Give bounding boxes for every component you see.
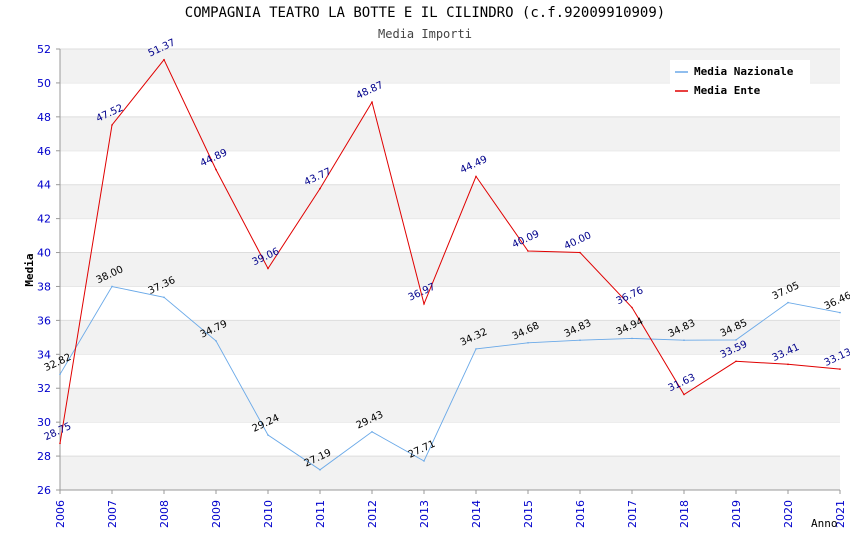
series-group <box>59 58 841 471</box>
chart-title: COMPAGNIA TEATRO LA BOTTE E IL CILINDRO … <box>184 5 666 21</box>
x-tick-label: 2013 <box>418 500 431 528</box>
x-tick-label: 2008 <box>158 500 171 528</box>
x-axis-ticks: 2006 2007 2008 2009 2010 2011 2012 2013 2014 2015… <box>54 490 847 528</box>
y-tick-label: 46 <box>37 145 51 158</box>
legend-label-nazionale: Media Nazionale <box>694 65 794 78</box>
data-point <box>839 368 841 370</box>
data-label: 36.76 <box>615 285 646 307</box>
y-tick-label: 32 <box>37 382 51 395</box>
data-point <box>683 393 685 396</box>
data-point <box>579 251 581 254</box>
x-tick-label: 2017 <box>626 500 639 528</box>
chart-subtitle: Media Importi <box>378 27 472 41</box>
data-point <box>423 303 425 305</box>
x-tick-label: 2006 <box>54 500 67 528</box>
data-point <box>423 460 425 462</box>
grid-band <box>60 184 840 219</box>
series-line-nazionale <box>59 285 841 471</box>
legend-box <box>670 60 810 100</box>
grid-band <box>60 116 840 151</box>
data-label: 36.46 <box>823 290 850 312</box>
data-point <box>735 360 737 363</box>
data-point <box>215 168 217 171</box>
x-tick-label: 2009 <box>210 500 223 528</box>
data-point <box>111 285 113 288</box>
x-tick-label: 2011 <box>314 500 327 528</box>
data-point <box>319 469 321 471</box>
y-tick-label: 34 <box>37 348 51 361</box>
grid-band <box>60 456 840 490</box>
data-point <box>735 339 737 341</box>
grid-bands <box>60 48 840 490</box>
data-point <box>163 296 165 299</box>
data-point <box>59 373 61 376</box>
data-point <box>163 58 165 61</box>
data-point <box>215 340 217 342</box>
y-tick-label: 52 <box>37 43 51 56</box>
y-tick-label: 50 <box>37 77 51 90</box>
x-tick-label: 2016 <box>574 500 587 528</box>
data-point <box>371 101 373 103</box>
x-tick-label: 2010 <box>262 500 275 528</box>
y-tick-label: 28 <box>37 450 51 463</box>
x-tick-label: 2015 <box>522 500 535 528</box>
data-point <box>371 431 373 433</box>
data-point <box>631 337 633 340</box>
legend-label-ente: Media Ente <box>694 84 761 97</box>
y-tick-label: 44 <box>37 179 51 192</box>
x-tick-label: 2007 <box>106 500 119 528</box>
data-point <box>475 175 477 178</box>
series-line-ente <box>59 58 841 444</box>
data-point <box>319 187 321 190</box>
y-tick-label: 40 <box>37 247 51 260</box>
data-point <box>683 339 685 342</box>
data-point <box>475 348 477 350</box>
y-tick-label: 30 <box>37 416 51 429</box>
data-point <box>267 267 269 270</box>
x-axis-label: Anno <box>811 517 838 530</box>
grid-band <box>60 252 840 287</box>
data-point <box>111 124 113 126</box>
data-label: 40.00 <box>563 230 594 252</box>
x-tick-label: 2019 <box>730 500 743 528</box>
y-tick-label: 42 <box>37 213 51 226</box>
data-point <box>787 363 789 366</box>
x-tick-label: 2012 <box>366 500 379 528</box>
data-point <box>839 311 841 314</box>
data-point <box>631 306 633 309</box>
x-tick-label: 2018 <box>678 500 691 528</box>
data-point <box>527 341 529 344</box>
y-tick-label: 38 <box>37 280 51 293</box>
data-point <box>527 250 529 252</box>
x-tick-label: 2020 <box>782 500 795 528</box>
data-point <box>787 301 789 304</box>
y-tick-label: 36 <box>37 314 51 327</box>
data-point <box>267 434 269 436</box>
data-point <box>579 339 581 342</box>
x-tick-label: 2021 <box>834 500 847 528</box>
y-axis-ticks: 26 28 30 32 34 36 38 40 42 44 46 48 50 52 <box>37 43 60 497</box>
data-point <box>59 442 61 445</box>
grid-band <box>60 320 840 355</box>
legend: Media Nazionale Media Ente <box>670 60 810 100</box>
data-label: 44.49 <box>459 154 490 176</box>
y-tick-label: 48 <box>37 111 51 124</box>
x-tick-label: 2014 <box>470 500 483 528</box>
y-tick-label: 26 <box>37 484 51 497</box>
y-axis-label: Media <box>23 253 36 286</box>
